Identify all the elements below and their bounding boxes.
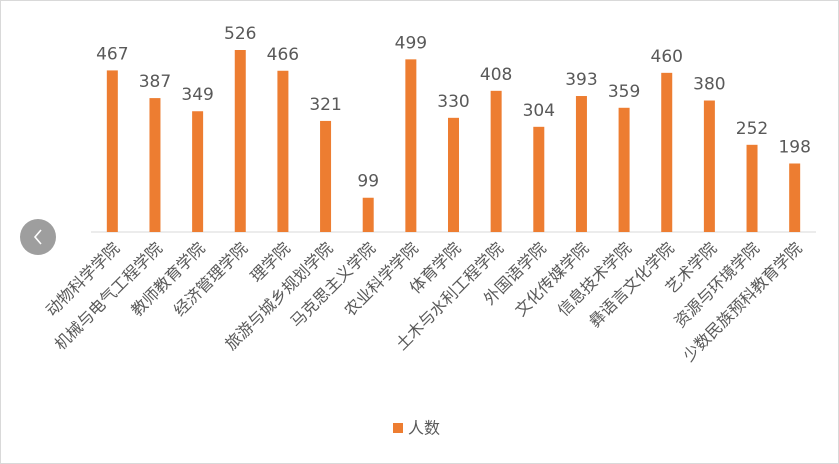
value-label: 304 <box>523 101 555 121</box>
value-label: 198 <box>778 137 810 157</box>
value-label: 359 <box>608 82 640 102</box>
value-label: 349 <box>181 85 213 105</box>
bar <box>192 111 204 232</box>
bar <box>661 72 673 232</box>
bar <box>320 120 332 232</box>
bar <box>234 50 246 233</box>
value-label: 252 <box>736 119 768 139</box>
prev-button-bg[interactable] <box>20 219 56 255</box>
bar <box>746 144 758 232</box>
value-label: 466 <box>267 45 299 65</box>
value-label: 408 <box>480 65 512 85</box>
prev-button[interactable] <box>20 219 56 255</box>
legend-swatch <box>393 423 403 433</box>
bar <box>575 96 587 232</box>
value-label: 321 <box>309 95 341 115</box>
value-label: 499 <box>395 33 427 53</box>
value-label: 99 <box>357 172 379 192</box>
bar <box>277 70 289 232</box>
value-label: 380 <box>693 75 725 95</box>
value-label: 393 <box>565 70 597 90</box>
bar <box>405 59 417 232</box>
bar <box>703 100 715 233</box>
prev-button-icon[interactable] <box>33 229 42 245</box>
value-label: 387 <box>139 72 171 92</box>
bar <box>106 70 118 232</box>
bar <box>533 126 545 232</box>
bar <box>149 98 161 233</box>
value-label: 467 <box>96 44 128 64</box>
bar <box>490 90 502 232</box>
legend-label: 人数 <box>408 419 440 438</box>
value-label: 330 <box>437 92 469 112</box>
bar <box>448 117 459 232</box>
value-label: 460 <box>651 47 683 67</box>
bar <box>789 163 801 232</box>
value-label: 526 <box>224 24 256 44</box>
bar <box>362 197 374 232</box>
bar <box>618 107 630 232</box>
